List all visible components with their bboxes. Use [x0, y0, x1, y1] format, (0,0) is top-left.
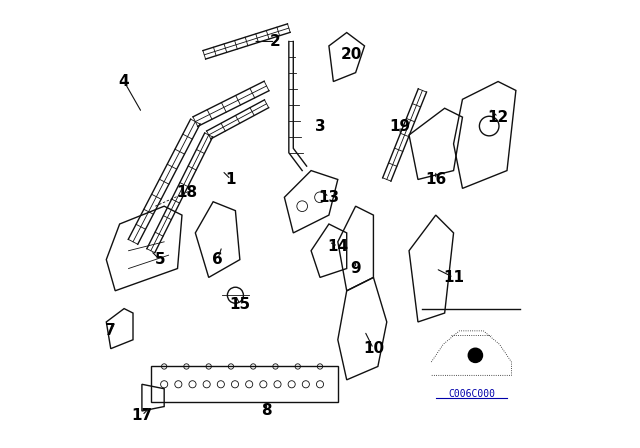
- Text: 16: 16: [425, 172, 446, 187]
- Text: 10: 10: [363, 341, 384, 356]
- Text: 2: 2: [270, 34, 281, 49]
- Text: 5: 5: [154, 252, 165, 267]
- Text: 9: 9: [350, 261, 361, 276]
- Text: 12: 12: [488, 110, 509, 125]
- Text: 7: 7: [106, 323, 116, 338]
- Text: 14: 14: [327, 239, 348, 254]
- Text: C006C000: C006C000: [448, 389, 495, 399]
- Text: 20: 20: [340, 47, 362, 62]
- Text: 11: 11: [443, 270, 464, 285]
- Circle shape: [468, 348, 483, 362]
- Text: 3: 3: [315, 119, 325, 134]
- Text: 13: 13: [318, 190, 339, 205]
- Text: 6: 6: [212, 252, 223, 267]
- Text: 4: 4: [119, 74, 129, 89]
- Text: 1: 1: [226, 172, 236, 187]
- Text: 19: 19: [390, 119, 411, 134]
- Text: 18: 18: [176, 185, 197, 200]
- Text: 15: 15: [229, 297, 250, 312]
- Text: 17: 17: [131, 408, 152, 423]
- Text: 8: 8: [261, 404, 272, 418]
